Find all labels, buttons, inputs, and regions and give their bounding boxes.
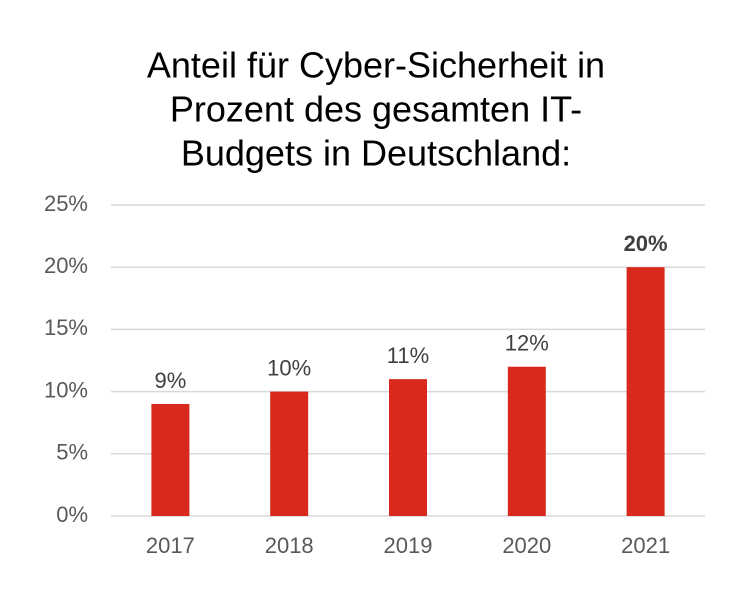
x-tick-label: 2020 xyxy=(502,533,551,558)
bar xyxy=(151,404,190,516)
bar xyxy=(626,267,665,516)
chart-title: Budgets in Deutschland: xyxy=(181,133,571,174)
y-tick-label: 25% xyxy=(44,191,88,216)
chart-title: Anteil für Cyber-Sicherheit in xyxy=(147,45,605,86)
value-label: 9% xyxy=(155,368,187,393)
bar xyxy=(389,379,427,516)
x-tick-label: 2018 xyxy=(265,533,314,558)
value-label: 10% xyxy=(267,355,311,380)
x-tick-label: 2019 xyxy=(384,533,433,558)
y-tick-label: 10% xyxy=(44,377,88,402)
bar xyxy=(507,366,546,516)
y-tick-label: 0% xyxy=(56,502,88,527)
x-tick-label: 2021 xyxy=(621,533,670,558)
x-tick-label: 2017 xyxy=(146,533,195,558)
y-tick-label: 15% xyxy=(44,315,88,340)
value-label: 12% xyxy=(505,331,549,356)
y-tick-label: 20% xyxy=(44,253,88,278)
chart-title: Prozent des gesamten IT- xyxy=(170,89,582,130)
y-tick-label: 5% xyxy=(56,440,88,465)
value-label: 11% xyxy=(387,343,429,368)
bar xyxy=(270,391,309,516)
value-label: 20% xyxy=(624,231,668,256)
